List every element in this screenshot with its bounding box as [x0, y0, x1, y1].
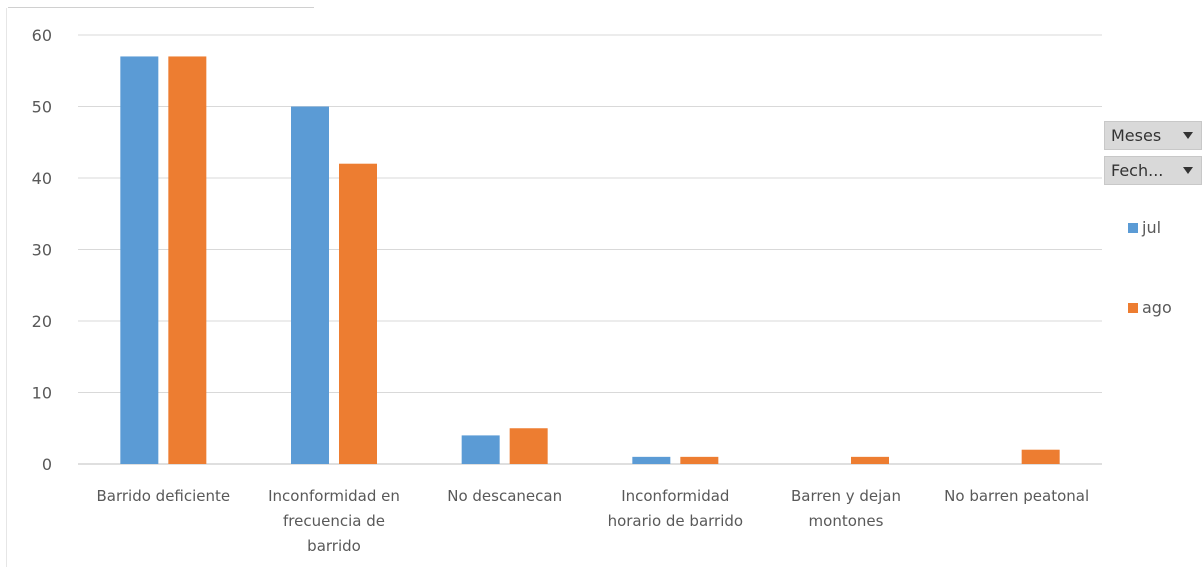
meses-filter-button[interactable]: Meses	[1104, 121, 1202, 150]
fecha-filter-button[interactable]: Fech...	[1104, 156, 1202, 185]
legend-swatch-ago	[1128, 302, 1138, 313]
x-category-label: Barrido deficiente	[97, 487, 231, 505]
legend-swatch-jul	[1128, 222, 1138, 233]
bars	[120, 56, 1060, 464]
legend-item-ago: ago	[1128, 298, 1172, 317]
x-category-label: montones	[809, 512, 884, 530]
dropdown-arrow-icon	[1183, 132, 1193, 139]
legend-label-jul: jul	[1142, 218, 1162, 237]
x-axis-categories: Barrido deficiente Inconformidad en frecue…	[97, 487, 1090, 555]
bar-ago-1	[339, 163, 377, 464]
top-border-line	[8, 7, 314, 8]
bar-jul-2	[461, 435, 500, 464]
legend-label-ago: ago	[1142, 298, 1172, 317]
y-tick-label: 60	[32, 26, 52, 45]
y-tick-label: 40	[32, 169, 52, 188]
x-category-label: Barren y dejan	[791, 487, 901, 505]
bar-ago-4	[851, 456, 889, 464]
x-category-label: horario de barrido	[608, 512, 744, 530]
y-tick-label: 0	[42, 455, 52, 474]
bar-ago-5	[1021, 449, 1060, 464]
y-tick-label: 30	[32, 241, 52, 260]
x-category-label: Inconformidad en	[268, 487, 400, 505]
left-border-line	[6, 8, 7, 567]
y-tick-label: 10	[32, 384, 52, 403]
bar-jul-3	[632, 456, 671, 464]
bar-ago-2	[509, 428, 548, 464]
bar-jul-1	[291, 106, 329, 464]
bar-jul-0	[120, 56, 159, 464]
bar-ago-3	[680, 456, 719, 464]
bar-ago-0	[168, 56, 207, 464]
x-category-label: No descanecan	[447, 487, 562, 505]
legend-item-jul: jul	[1128, 218, 1161, 237]
meses-filter-label: Meses	[1111, 126, 1162, 145]
y-tick-label: 50	[32, 98, 52, 117]
dropdown-arrow-icon	[1183, 167, 1193, 174]
x-category-label: Inconformidad	[621, 487, 729, 505]
x-category-label: frecuencia de	[283, 512, 385, 530]
x-category-label: barrido	[307, 537, 361, 555]
grid-lines	[78, 34, 1102, 465]
fecha-filter-label: Fech...	[1111, 161, 1164, 180]
x-category-label: No barren peatonal	[944, 487, 1089, 505]
y-axis-ticks: 0 10 20 30 40 50 60	[32, 26, 52, 474]
y-tick-label: 20	[32, 312, 52, 331]
